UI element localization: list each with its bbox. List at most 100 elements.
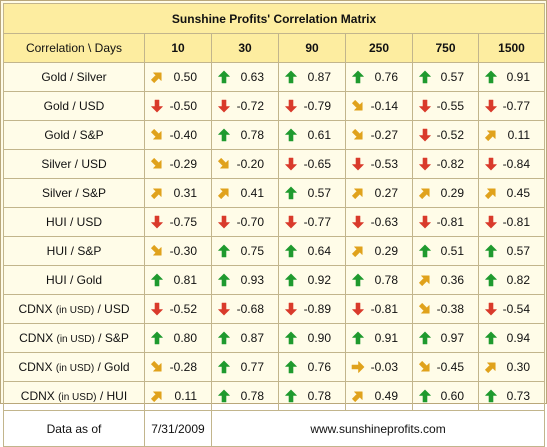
arrow-up-right-icon (150, 70, 164, 84)
correlation-cell: -0.40 (144, 120, 212, 150)
correlation-cell: -0.55 (412, 91, 479, 121)
pair-label: Gold / S&P (3, 120, 145, 150)
pair-label: Silver / USD (3, 149, 145, 179)
arrow-up-right-icon (484, 360, 498, 374)
correlation-cell: 0.92 (278, 265, 346, 295)
pair-note: (in USD) (55, 305, 95, 316)
correlation-value: 0.63 (240, 70, 264, 84)
arrow-down-icon (284, 99, 298, 113)
correlation-value: -0.28 (169, 360, 197, 374)
correlation-cell: -0.75 (144, 207, 212, 237)
correlation-value: 0.30 (506, 360, 531, 374)
row-header-label: Correlation \ Days (3, 33, 145, 63)
correlation-cell: -0.81 (345, 294, 413, 324)
website-url[interactable]: www.sunshineprofits.com (210, 410, 546, 447)
pair-name: Gold / S&P (44, 128, 104, 142)
correlation-cell: 0.29 (345, 236, 413, 266)
correlation-cell: -0.63 (345, 207, 413, 237)
correlation-cell: -0.81 (412, 207, 479, 237)
arrow-up-icon (484, 70, 498, 84)
arrow-down-icon (418, 99, 432, 113)
pair-label: CDNX (in USD) / Gold (3, 352, 145, 382)
correlation-cell: 0.11 (144, 381, 212, 411)
correlation-value: 0.75 (240, 244, 264, 258)
arrow-down-icon (150, 99, 164, 113)
correlation-value: -0.81 (502, 215, 531, 229)
arrow-up-right-icon (418, 273, 432, 287)
correlation-value: -0.20 (236, 157, 264, 171)
arrow-down-icon (351, 157, 365, 171)
correlation-cell: 0.77 (211, 352, 279, 382)
correlation-cell: 0.78 (278, 381, 346, 411)
correlation-value: 0.50 (173, 70, 197, 84)
correlation-cell: 0.60 (412, 381, 479, 411)
arrow-down-icon (351, 215, 365, 229)
arrow-down-right-icon (150, 244, 164, 258)
correlation-cell: -0.77 (278, 207, 346, 237)
correlation-value: -0.72 (236, 99, 264, 113)
pair-name: Gold / Silver (41, 70, 107, 84)
arrow-up-icon (217, 244, 231, 258)
correlation-value: -0.84 (502, 157, 531, 171)
correlation-cell: 0.64 (278, 236, 346, 266)
arrow-up-icon (484, 244, 498, 258)
matrix-row: CDNX (in USD) / HUI 0.11 0.78 0.78 0.49 0.60 0… (3, 381, 546, 411)
correlation-value: 0.94 (506, 331, 531, 345)
arrow-up-icon (217, 128, 231, 142)
correlation-cell: -0.30 (144, 236, 212, 266)
matrix-row: CDNX (in USD) / USD -0.52 -0.68 -0.89 -0.81 -… (3, 294, 546, 324)
arrow-up-icon (217, 273, 231, 287)
pair-label: Gold / USD (3, 91, 145, 121)
correlation-cell: -0.29 (144, 149, 212, 179)
correlation-value: -0.82 (436, 157, 464, 171)
arrow-down-icon (351, 302, 365, 316)
correlation-value: 0.11 (174, 389, 197, 403)
correlation-cell: 0.91 (477, 62, 546, 92)
correlation-cell: 0.93 (211, 265, 279, 295)
correlation-value: -0.50 (169, 99, 197, 113)
arrow-down-icon (284, 215, 298, 229)
correlation-value: -0.52 (436, 128, 464, 142)
correlation-cell: -0.27 (345, 120, 413, 150)
correlation-cell: 0.94 (477, 323, 546, 353)
arrow-down-right-icon (418, 360, 432, 374)
arrow-down-icon (217, 215, 231, 229)
correlation-value: -0.65 (303, 157, 331, 171)
pair-name: Silver / USD (41, 157, 107, 171)
correlation-cell: 0.31 (144, 178, 212, 208)
correlation-value: -0.81 (370, 302, 398, 316)
correlation-value: 0.76 (374, 70, 398, 84)
arrow-up-right-icon (351, 186, 365, 200)
correlation-cell: -0.65 (278, 149, 346, 179)
correlation-cell: 0.78 (211, 120, 279, 150)
arrow-down-icon (484, 157, 498, 171)
pair-label: CDNX (in USD) / HUI (3, 381, 145, 411)
arrow-down-icon (284, 157, 298, 171)
arrow-down-icon (484, 302, 498, 316)
correlation-value: 0.78 (374, 273, 398, 287)
correlation-value: 0.60 (440, 389, 464, 403)
correlation-value: 0.57 (440, 70, 464, 84)
correlation-cell: 0.63 (211, 62, 279, 92)
correlation-value: 0.87 (307, 70, 331, 84)
arrow-right-icon (351, 360, 365, 374)
correlation-cell: -0.81 (477, 207, 546, 237)
arrow-down-right-icon (351, 99, 365, 113)
correlation-value: -0.77 (502, 99, 531, 113)
correlation-cell: 0.80 (144, 323, 212, 353)
arrow-down-icon (418, 157, 432, 171)
matrix-row: Gold / Silver 0.50 0.63 0.87 0.76 0.57 0.91 (3, 62, 546, 92)
pair-name: HUI / Gold (45, 273, 102, 287)
correlation-cell: -0.79 (278, 91, 346, 121)
correlation-cell: 0.76 (278, 352, 346, 382)
correlation-value: -0.45 (436, 360, 464, 374)
arrow-up-icon (418, 70, 432, 84)
arrow-up-icon (284, 389, 298, 403)
period-header: 250 (345, 33, 413, 63)
correlation-cell: -0.53 (345, 149, 413, 179)
correlation-value: 0.51 (440, 244, 464, 258)
arrow-up-icon (150, 273, 164, 287)
pair-name: CDNX (19, 331, 54, 345)
correlation-cell: 0.45 (477, 178, 546, 208)
period-header: 90 (278, 33, 346, 63)
